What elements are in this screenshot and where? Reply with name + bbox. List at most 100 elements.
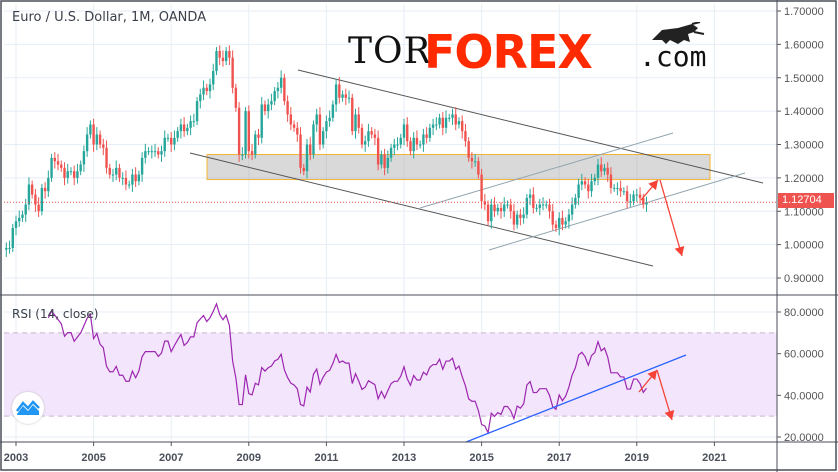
candle-body: [406, 124, 409, 142]
candle: [554, 220, 558, 232]
logo-tor: TOR: [348, 31, 432, 72]
candle-body: [312, 124, 315, 155]
candle-body: [309, 144, 312, 155]
candle: [399, 133, 402, 149]
candle: [76, 163, 79, 184]
rsi-tick-label: 40.0000: [784, 390, 824, 402]
candle-body: [564, 221, 567, 225]
candle: [50, 153, 53, 182]
candle-body: [448, 117, 451, 119]
candle: [486, 200, 490, 226]
candle: [334, 78, 338, 112]
candle-body: [69, 171, 73, 173]
candle: [118, 163, 121, 182]
candle-body: [34, 194, 37, 205]
candle: [454, 107, 457, 131]
time-tick-label: 2021: [702, 452, 726, 464]
candle: [467, 137, 470, 162]
rsi-label[interactable]: RSI (14, close): [12, 307, 99, 321]
price-up-arrow-head: [648, 180, 658, 191]
candle-body: [583, 181, 587, 185]
candle-body: [202, 87, 205, 95]
candle-body: [509, 204, 512, 212]
candle: [157, 147, 160, 159]
rsi-band: [4, 332, 777, 417]
candle: [577, 178, 580, 206]
candle: [574, 193, 577, 209]
candle: [105, 140, 108, 174]
candle-body: [376, 137, 380, 165]
candle-body: [380, 154, 383, 165]
candle-body: [160, 151, 163, 155]
candle-body: [179, 124, 183, 132]
candle: [127, 180, 131, 189]
candle-body: [386, 157, 390, 168]
candle: [425, 127, 428, 144]
candle-body: [37, 204, 40, 212]
candle: [260, 97, 263, 144]
candle: [535, 203, 538, 212]
candle: [11, 223, 14, 252]
price-tick-label: 0.90000: [784, 273, 824, 285]
candle-body: [580, 181, 584, 185]
candle: [182, 117, 186, 137]
candle-body: [127, 184, 131, 186]
candle: [202, 80, 205, 101]
candle: [60, 160, 63, 172]
candle-body: [102, 144, 105, 148]
candle: [548, 198, 551, 219]
candle-body: [470, 157, 474, 162]
candle: [570, 197, 574, 221]
candle: [56, 153, 60, 171]
candle: [21, 210, 24, 222]
candle-body: [157, 151, 160, 155]
candle: [270, 93, 273, 111]
candle-body: [541, 204, 545, 206]
candle: [596, 158, 600, 186]
candle-body: [603, 167, 606, 172]
candle-body: [147, 151, 150, 153]
candle-body: [428, 127, 432, 138]
candle-body: [260, 104, 263, 138]
candle: [186, 123, 189, 136]
tradingview-logo[interactable]: [12, 392, 44, 424]
price-tick-label: 1.30000: [784, 140, 824, 152]
price-down-arrow-shaft: [659, 179, 683, 257]
candle: [457, 117, 461, 129]
candle-body: [422, 134, 425, 145]
candle-body: [496, 207, 499, 212]
candle: [360, 123, 364, 149]
candle: [121, 172, 124, 186]
candle-body: [551, 211, 554, 225]
candle: [115, 160, 118, 181]
candle: [63, 162, 66, 186]
candle-body: [163, 137, 166, 152]
ascending-channel-lower: [488, 172, 746, 251]
candle: [351, 93, 354, 136]
candle-body: [218, 51, 221, 58]
rsi-line: [47, 302, 647, 435]
candle: [490, 198, 493, 229]
candle-body: [21, 214, 24, 218]
candle: [237, 102, 241, 162]
candle: [422, 128, 425, 152]
candle-body: [567, 214, 571, 222]
candle-body: [435, 124, 438, 126]
candle: [212, 63, 215, 91]
candle: [199, 88, 202, 109]
candle: [124, 170, 128, 191]
candle: [357, 107, 360, 134]
candle: [47, 170, 50, 197]
candle-body: [383, 154, 386, 168]
candle: [464, 123, 467, 147]
candle-body: [182, 124, 186, 132]
candle-body: [338, 84, 341, 98]
candle-body: [328, 117, 331, 122]
candle-body: [11, 227, 14, 248]
candle: [137, 170, 141, 186]
candle-body: [257, 134, 260, 138]
candle-body: [50, 157, 53, 178]
rsi-trendline: [455, 354, 687, 447]
candle-body: [76, 171, 79, 178]
